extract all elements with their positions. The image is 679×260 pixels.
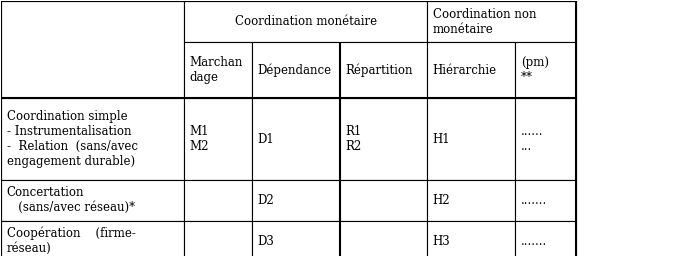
Text: ......
...: ...... ... [521, 125, 543, 153]
Text: Concertation
   (sans/avec réseau)*: Concertation (sans/avec réseau)* [7, 186, 135, 214]
Text: Coopération    (firme-
réseau): Coopération (firme- réseau) [7, 227, 136, 255]
Bar [340, 180, 427, 221]
Bar [340, 221, 427, 260]
Text: D1: D1 [257, 133, 274, 146]
Text: H1: H1 [433, 133, 450, 146]
Bar [427, 180, 515, 221]
Bar [1, 1, 184, 98]
Text: Marchan
dage: Marchan dage [189, 56, 243, 84]
Text: (pm)
**: (pm) ** [521, 56, 549, 84]
Bar [427, 221, 515, 260]
Text: H3: H3 [433, 235, 451, 248]
Text: Coordination non
monétaire: Coordination non monétaire [433, 8, 536, 36]
Bar [1, 221, 184, 260]
Text: .......: ....... [521, 194, 547, 207]
Bar [515, 221, 576, 260]
Text: M1
M2: M1 M2 [189, 125, 209, 153]
Bar [340, 98, 427, 180]
Text: .......: ....... [521, 235, 547, 248]
Bar [427, 1, 576, 42]
Bar [1, 1, 576, 260]
Bar [184, 1, 427, 42]
Text: D2: D2 [257, 194, 274, 207]
Bar [252, 180, 340, 221]
Text: Répartition: Répartition [345, 63, 412, 77]
Bar [515, 42, 576, 98]
Text: H2: H2 [433, 194, 450, 207]
Text: R1
R2: R1 R2 [345, 125, 361, 153]
Bar [184, 180, 252, 221]
Bar [340, 42, 427, 98]
Bar [427, 98, 515, 180]
Text: D3: D3 [257, 235, 274, 248]
Bar [515, 180, 576, 221]
Bar [184, 221, 252, 260]
Bar [184, 42, 252, 98]
Text: Hiérarchie: Hiérarchie [433, 64, 497, 77]
Bar [252, 221, 340, 260]
Bar [1, 98, 184, 180]
Text: Coordination monétaire: Coordination monétaire [235, 15, 377, 28]
Text: Coordination simple
- Instrumentalisation
-  Relation  (sans/avec
engagement dur: Coordination simple - Instrumentalisatio… [7, 110, 138, 168]
Bar [515, 98, 576, 180]
Bar [252, 98, 340, 180]
Bar [427, 42, 515, 98]
Text: Dépendance: Dépendance [257, 63, 331, 77]
Bar [252, 42, 340, 98]
Bar [1, 180, 184, 221]
Bar [184, 98, 252, 180]
